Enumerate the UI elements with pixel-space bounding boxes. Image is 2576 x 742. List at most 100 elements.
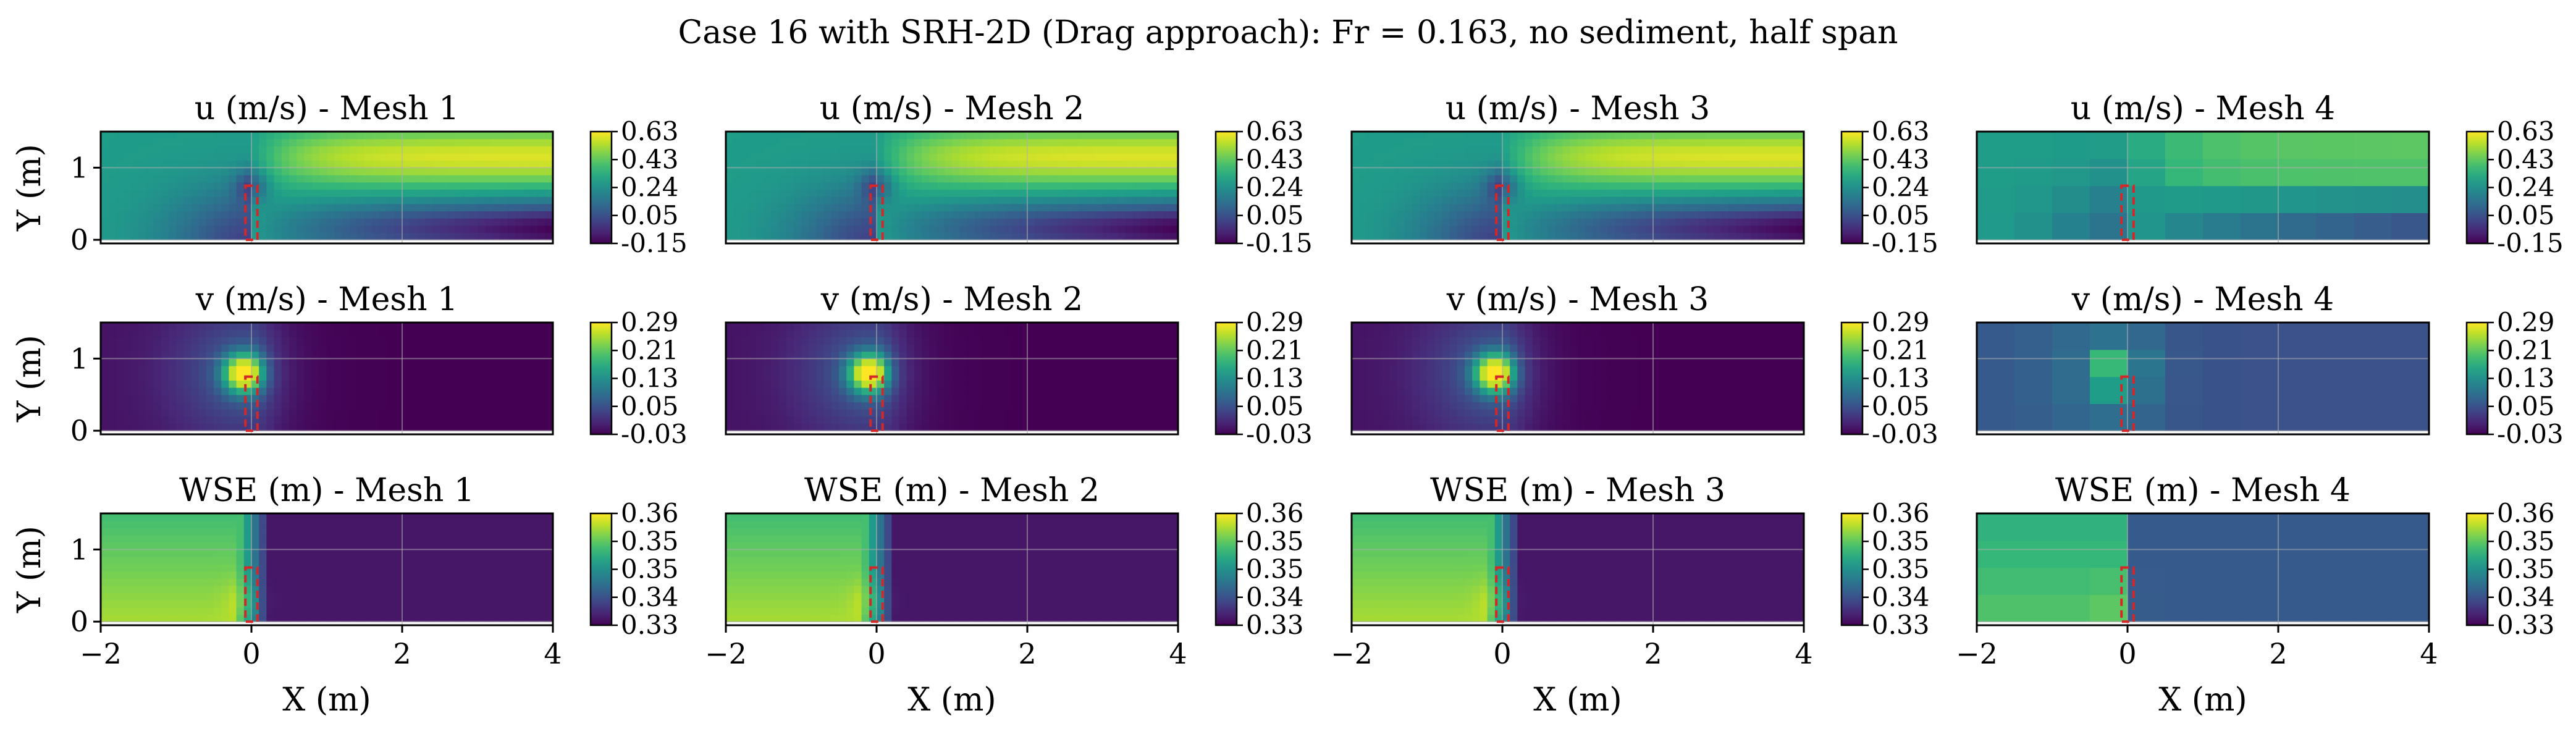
heatmap-cell: [1359, 175, 1367, 183]
heatmap-cell: [349, 225, 358, 234]
heatmap-cell: [1781, 160, 1790, 168]
heatmap-cell: [410, 329, 418, 337]
heatmap-cell: [1585, 225, 1593, 234]
heatmap-cell: [974, 337, 983, 345]
heatmap-cell: [138, 160, 146, 168]
heatmap-cell: [304, 132, 313, 140]
heatmap-cell: [1457, 394, 1465, 403]
heatmap-cell: [1615, 138, 1623, 146]
heatmap-cell: [1547, 132, 1555, 140]
heatmap-cell: [823, 402, 832, 410]
heatmap-cell: [311, 160, 320, 168]
heatmap-cell: [1434, 232, 1442, 240]
heatmap-cell: [153, 409, 162, 417]
heatmap-cell: [990, 416, 998, 424]
heatmap-cell: [274, 329, 282, 337]
heatmap-cell: [274, 366, 282, 374]
heatmap-cell: [379, 175, 388, 183]
heatmap-cell: [831, 232, 840, 240]
heatmap-cell: [1766, 167, 1774, 175]
heatmap-cell: [1449, 373, 1458, 381]
heatmap-cell: [447, 182, 455, 190]
heatmap-cell: [1352, 423, 1360, 431]
heatmap-cell: [801, 416, 809, 424]
heatmap-cell: [959, 373, 967, 381]
heatmap-cell: [1132, 160, 1141, 168]
heatmap-cell: [1653, 146, 1661, 154]
heatmap-cell: [334, 138, 342, 146]
heatmap-cell: [387, 225, 395, 234]
heatmap-cell: [952, 167, 960, 175]
heatmap-cell: [1042, 211, 1051, 219]
heatmap-cell: [1578, 211, 1586, 219]
heatmap-cell: [793, 132, 802, 140]
heatmap-cell: [274, 416, 282, 424]
heatmap-cell: [349, 358, 358, 366]
heatmap-cell: [1035, 416, 1043, 424]
heatmap-cell: [168, 182, 177, 190]
heatmap-cell: [1675, 146, 1684, 154]
heatmap-cell: [523, 132, 531, 140]
heatmap-cell: [1080, 167, 1088, 175]
colorbar-tick-label: -0.03: [1246, 419, 1313, 449]
heatmap-cell: [944, 203, 953, 212]
heatmap-cell: [485, 337, 493, 345]
heatmap-cell: [1148, 329, 1156, 337]
heatmap-cell: [1352, 337, 1360, 345]
heatmap-cell: [748, 416, 757, 424]
heatmap-cell: [1751, 225, 1759, 234]
heatmap-cell: [311, 132, 320, 140]
heatmap-cell: [221, 344, 229, 352]
heatmap-cell: [507, 160, 516, 168]
heatmap-cell: [1449, 218, 1458, 226]
heatmap-cell: [1751, 167, 1759, 175]
heatmap-cell: [914, 366, 922, 374]
heatmap-cell: [1366, 337, 1375, 345]
heatmap-cell: [281, 366, 290, 374]
axes-frame: [1350, 130, 1805, 245]
heatmap-cell: [1796, 225, 1804, 234]
heatmap-cell: [786, 196, 794, 204]
heatmap-cell: [952, 211, 960, 219]
heatmap-cell: [831, 344, 840, 352]
heatmap-cell: [1404, 373, 1413, 381]
heatmap-cell: [1019, 189, 1028, 197]
heatmap-cell: [809, 153, 817, 161]
heatmap-cell: [545, 394, 554, 403]
heatmap-cell: [545, 189, 554, 197]
heatmap-cell: [183, 337, 192, 345]
heatmap-cell: [1562, 153, 1571, 161]
heatmap-cell: [1004, 153, 1013, 161]
heatmap-cell: [101, 416, 109, 424]
heatmap-cell: [733, 337, 741, 345]
heatmap-cell: [545, 138, 554, 146]
heatmap-cell: [839, 394, 847, 403]
heatmap-cell: [1170, 203, 1179, 212]
heatmap-cell: [342, 329, 350, 337]
heatmap-cell: [410, 380, 418, 388]
heatmap-cell: [515, 409, 523, 417]
heatmap-cell: [1087, 203, 1096, 212]
heatmap-cell: [974, 394, 983, 403]
heatmap-cell: [1042, 394, 1051, 403]
heatmap-cell: [116, 329, 124, 337]
heatmap-cell: [138, 153, 146, 161]
heatmap-cell: [1555, 146, 1564, 154]
heatmap-cell: [161, 225, 169, 234]
heatmap-cell: [485, 232, 493, 240]
heatmap-cell: [130, 167, 139, 175]
heatmap-cell: [1155, 409, 1164, 417]
heatmap-cell: [523, 380, 531, 388]
heatmap-cell: [440, 196, 448, 204]
heatmap-cell: [1540, 132, 1548, 140]
heatmap-cell: [1170, 182, 1179, 190]
heatmap-cell: [861, 211, 870, 219]
heatmap-cell: [455, 387, 463, 395]
heatmap-cell: [854, 182, 862, 190]
heatmap-cell: [1427, 323, 1435, 331]
heatmap-cell: [214, 232, 222, 240]
heatmap-cell: [1736, 160, 1744, 168]
heatmap-cell: [274, 182, 282, 190]
heatmap-cell: [123, 394, 132, 403]
heatmap-cell: [1540, 167, 1548, 175]
